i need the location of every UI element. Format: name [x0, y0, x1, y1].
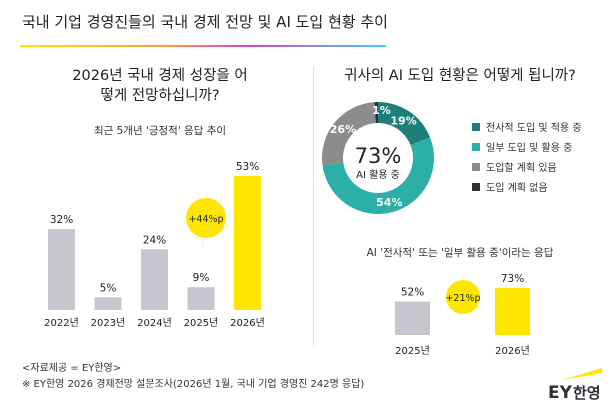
ey-logo: EY 한영	[548, 368, 604, 403]
annotation-circle	[446, 280, 480, 314]
source-note: <자료제공 = EY한영>	[22, 363, 122, 374]
bar-value-label: 32%	[50, 214, 73, 226]
legend-swatch	[472, 183, 480, 191]
legend-swatch	[472, 143, 480, 151]
left-question-text: 2026년 국내 경제 성장을 어떻게 전망하십니까?	[72, 68, 248, 104]
bar-2026년	[495, 288, 530, 335]
donut-slice	[378, 102, 431, 146]
right-question: 귀사의 AI 도입 현황은 어떻게 됩니까?	[344, 68, 576, 84]
legend-label: 도입 계획 없음	[486, 181, 548, 194]
bar-2022년	[48, 229, 75, 310]
x-tick-label: 2025년	[395, 345, 430, 357]
left-subtitle: 최근 5개년 '긍정적' 응답 추이	[93, 125, 227, 137]
bar-value-label: 73%	[501, 273, 524, 285]
slice-label: 54%	[376, 196, 402, 209]
divider	[313, 66, 314, 346]
annotation-circle	[186, 198, 226, 238]
legend-label: 전사적 도입 및 적용 중	[486, 121, 582, 134]
svg-text:한영: 한영	[573, 384, 601, 400]
legend-label: 도입할 계획 있음	[486, 161, 557, 174]
donut-slice	[374, 102, 378, 124]
bar-value-label: 5%	[100, 282, 117, 294]
bar-value-label: 24%	[143, 234, 166, 246]
donut-slice	[322, 102, 376, 166]
title-underline	[20, 45, 386, 47]
bar-value-label: 9%	[193, 272, 210, 284]
center-label: AI 활용 중	[356, 168, 400, 181]
annotation-label: +44%p	[188, 214, 223, 225]
legend-label: 일부 도입 및 활용 중	[486, 141, 572, 154]
donut-slice	[322, 137, 434, 215]
slice-label: 19%	[390, 114, 416, 127]
x-tick-label: 2024년	[137, 317, 172, 329]
x-tick-label: 2023년	[91, 317, 126, 329]
right-subtitle: AI '전사적' 또는 '일부 활용 중'이라는 응답	[366, 247, 554, 259]
legend-swatch	[472, 123, 480, 131]
x-tick-label: 2022년	[44, 317, 79, 329]
bar-2023년	[94, 297, 122, 310]
left-question: 2026년 국내 경제 성장을 어떻게 전망하십니까?	[40, 66, 280, 106]
annotation-label: +21%p	[445, 293, 480, 304]
bar-value-label: 52%	[401, 287, 424, 299]
svg-text:EY: EY	[548, 383, 573, 400]
bar-2025년	[187, 287, 215, 310]
x-tick-label: 2025년	[184, 317, 219, 329]
survey-note: ※ EY한영 2026 경제전망 설문조사(2026년 1월, 국내 기업 경영…	[22, 379, 365, 390]
slice-label: 1%	[372, 104, 391, 117]
page-title: 국내 기업 경영진들의 국내 경제 전망 및 AI 도입 현황 추이	[22, 13, 388, 31]
annotation-arrow	[201, 195, 223, 248]
bar-2025년	[395, 301, 430, 335]
slice-label: 26%	[330, 123, 356, 136]
x-tick-label: 2026년	[495, 345, 530, 357]
legend-swatch	[472, 163, 480, 171]
center-value: 73%	[355, 144, 402, 168]
bar-2024년	[141, 249, 168, 310]
bar-2026년	[234, 176, 261, 310]
x-tick-label: 2026년	[230, 317, 265, 329]
bar-value-label: 53%	[236, 161, 259, 173]
